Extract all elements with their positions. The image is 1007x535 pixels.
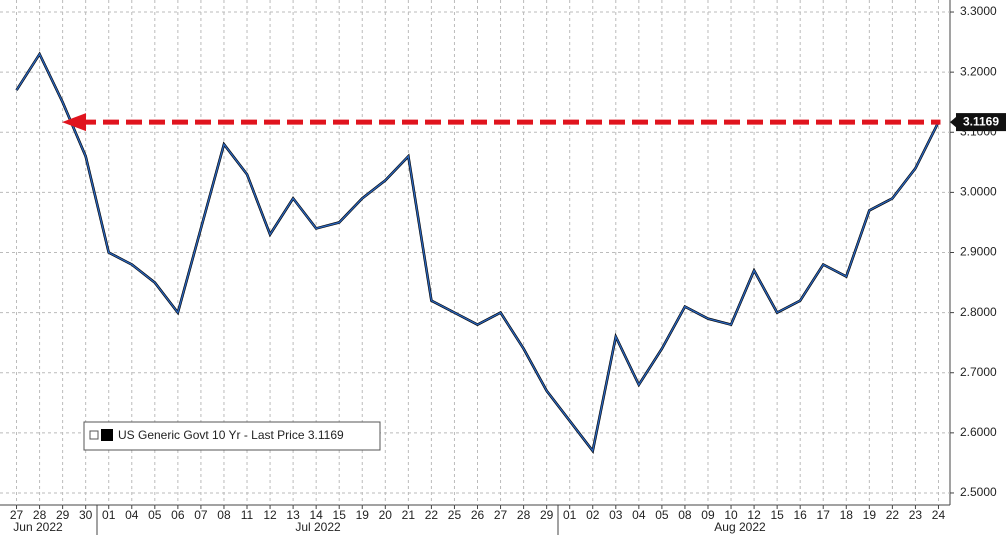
x-tick-label: 14 <box>309 508 323 522</box>
y-tick-label: 2.8000 <box>960 305 997 319</box>
x-tick-label: 04 <box>632 508 646 522</box>
x-tick-label: 30 <box>79 508 93 522</box>
x-tick-label: 29 <box>56 508 70 522</box>
x-tick-label: 06 <box>171 508 185 522</box>
x-tick-label: 18 <box>840 508 854 522</box>
x-tick-label: 08 <box>678 508 692 522</box>
legend-label: US Generic Govt 10 Yr - Last Price 3.116… <box>118 428 344 442</box>
x-tick-label: 24 <box>932 508 946 522</box>
y-tick-label: 2.5000 <box>960 485 997 499</box>
legend-toggle <box>89 430 99 440</box>
y-tick-label: 3.2000 <box>960 64 997 78</box>
y-tick-label: 2.9000 <box>960 245 997 259</box>
x-tick-label: 22 <box>886 508 900 522</box>
y-tick-label: 3.3000 <box>960 4 997 18</box>
x-tick-label: 05 <box>148 508 162 522</box>
last-price-box <box>956 113 1006 132</box>
y-tick-label: 2.7000 <box>960 365 997 379</box>
x-tick-label: 26 <box>471 508 485 522</box>
y-tick-label: 2.6000 <box>960 425 997 439</box>
x-tick-label: 22 <box>425 508 439 522</box>
x-tick-label: 28 <box>517 508 531 522</box>
x-tick-label: 04 <box>125 508 139 522</box>
x-tick-label: 25 <box>448 508 462 522</box>
x-tick-label: 02 <box>586 508 600 522</box>
x-tick-label: 08 <box>217 508 231 522</box>
x-tick-label: 07 <box>194 508 208 522</box>
x-tick-label: 19 <box>863 508 877 522</box>
x-tick-label: 29 <box>540 508 554 522</box>
x-tick-label: 03 <box>609 508 623 522</box>
x-tick-label: 16 <box>794 508 808 522</box>
x-tick-label: 19 <box>356 508 370 522</box>
x-tick-label: 12 <box>747 508 761 522</box>
legend-box <box>83 421 381 451</box>
last-price-label: 3.1169 <box>963 114 999 128</box>
x-tick-label: 28 <box>33 508 47 522</box>
x-tick-label: 12 <box>263 508 277 522</box>
y-tick-label: 3.0000 <box>960 185 997 199</box>
x-tick-label: 09 <box>701 508 715 522</box>
x-tick-label: 17 <box>817 508 831 522</box>
x-tick-label: 10 <box>724 508 738 522</box>
legend-swatch <box>101 429 113 441</box>
x-tick-label: 13 <box>286 508 300 522</box>
x-tick-label: 11 <box>241 508 254 522</box>
month-label: Jun 2022 <box>13 520 63 534</box>
x-tick-label: 01 <box>102 508 116 522</box>
x-tick-label: 27 <box>494 508 508 522</box>
month-label: Aug 2022 <box>714 520 766 534</box>
x-tick-label: 05 <box>655 508 669 522</box>
x-tick-label: 01 <box>563 508 577 522</box>
month-label: Jul 2022 <box>295 520 341 534</box>
x-tick-label: 15 <box>770 508 784 522</box>
x-tick-label: 23 <box>909 508 923 522</box>
last-price-pointer <box>950 116 957 129</box>
legend: US Generic Govt 10 Yr - Last Price 3.116… <box>83 421 381 451</box>
x-tick-label: 15 <box>333 508 347 522</box>
x-tick-label: 27 <box>10 508 24 522</box>
arrow-head <box>62 113 86 132</box>
x-tick-label: 21 <box>402 508 416 522</box>
series-line <box>15 52 940 453</box>
x-tick-label: 20 <box>379 508 393 522</box>
